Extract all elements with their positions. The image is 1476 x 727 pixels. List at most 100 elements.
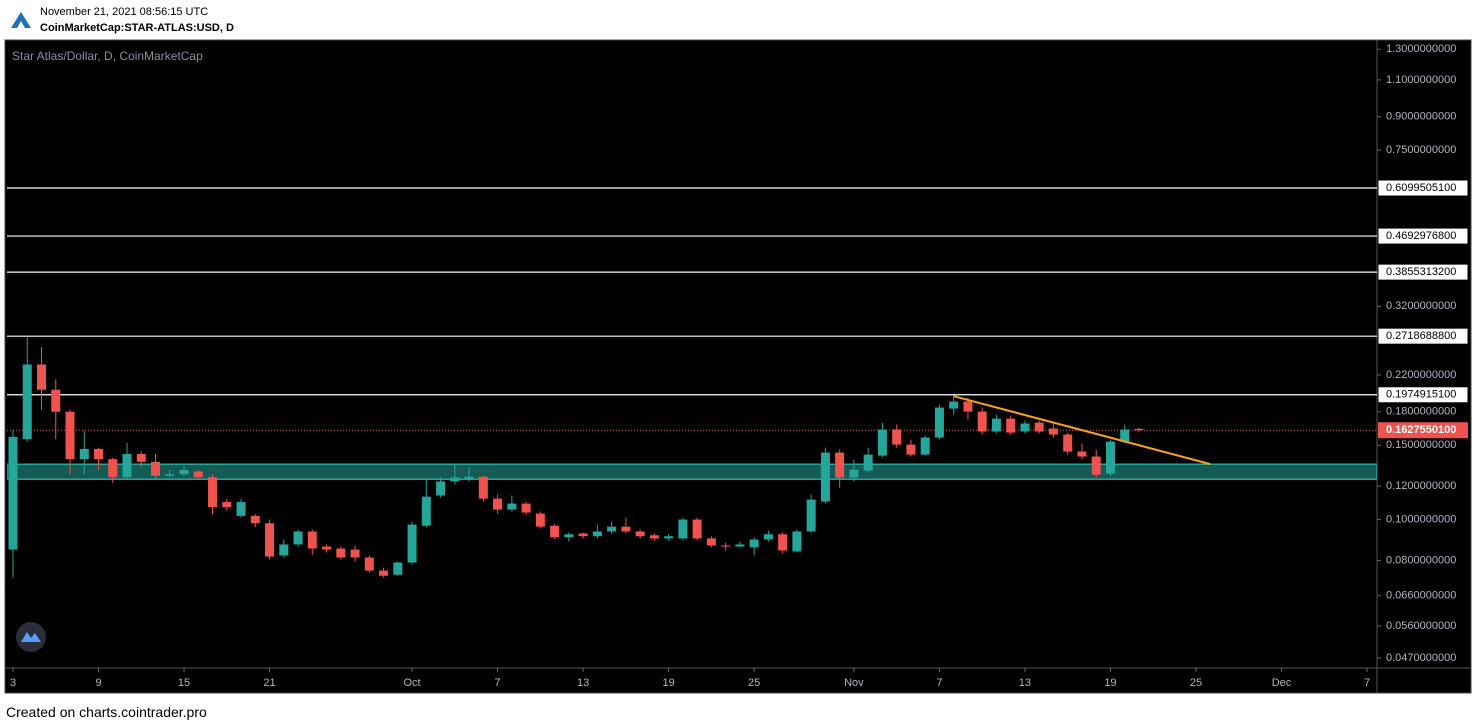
y-tick-label: 0.7500000000	[1386, 144, 1456, 156]
candle-body	[136, 453, 146, 462]
candle-body	[535, 513, 545, 527]
x-tick-label: 21	[263, 677, 275, 689]
candle-body	[179, 470, 189, 475]
candle-body	[1134, 428, 1144, 431]
candle-body	[949, 401, 959, 409]
candle-body	[621, 526, 631, 532]
watermark-glyph	[21, 632, 41, 642]
candle-body	[350, 549, 360, 558]
y-tick-label: 0.2200000000	[1386, 369, 1456, 381]
y-tick-label: 0.1000000000	[1386, 513, 1456, 525]
candle-body	[721, 545, 731, 547]
footer: Created on charts.cointrader.pro	[6, 704, 207, 720]
chart: Star Atlas/Dollar, D, CoinMarketCap 1.30…	[4, 39, 1472, 694]
level-label: 0.1974915100	[1386, 389, 1456, 401]
candle-body	[79, 448, 89, 460]
level-label-box	[1377, 386, 1469, 404]
candle-body	[336, 548, 346, 558]
y-tick-label: 1.1000000000	[1386, 74, 1456, 86]
candle-body	[307, 531, 317, 549]
candle-body	[1105, 441, 1115, 474]
chart-title: Star Atlas/Dollar, D, CoinMarketCap	[12, 49, 203, 63]
candle-body	[293, 531, 303, 545]
candle-body	[963, 401, 973, 412]
x-tick-label: 3	[10, 677, 16, 689]
candle-body	[550, 525, 560, 538]
candle-body	[51, 389, 61, 412]
candle-body	[436, 481, 446, 496]
symbol: CoinMarketCap:STAR-ATLAS:USD, D	[40, 22, 234, 34]
candle-body	[607, 526, 617, 532]
candle-body	[151, 461, 161, 476]
candle-body	[1120, 429, 1130, 442]
candle-body	[906, 444, 916, 455]
candle-body	[22, 364, 32, 440]
candle-body	[208, 477, 218, 508]
y-tick-label: 0.1500000000	[1386, 439, 1456, 451]
candle-body	[778, 534, 788, 551]
x-tick-label: 7	[495, 677, 501, 689]
candle-body	[664, 536, 674, 539]
candle-body	[1006, 418, 1016, 433]
candle-body	[920, 437, 930, 455]
level-label: 0.2718688800	[1386, 330, 1456, 342]
candle-body	[735, 544, 745, 547]
candle-body	[792, 531, 802, 552]
plot-area	[7, 187, 1377, 578]
y-tick-label: 0.1200000000	[1386, 480, 1456, 492]
level-label: 0.4692976800	[1386, 230, 1456, 242]
candle-body	[193, 471, 203, 478]
level-label-box	[1377, 263, 1469, 281]
candle-body	[364, 557, 374, 571]
x-tick-label: 15	[178, 677, 190, 689]
y-tick-label: 0.3200000000	[1386, 300, 1456, 312]
y-tick-label: 0.1800000000	[1386, 406, 1456, 418]
candle-body	[279, 544, 289, 556]
candle-body	[892, 429, 902, 445]
candle-body	[521, 503, 531, 513]
candle-body	[407, 524, 417, 563]
trendline	[953, 395, 1211, 466]
candle-body	[706, 538, 716, 546]
y-tick-label: 0.0660000000	[1386, 590, 1456, 602]
last-price-label: 0.1627550100	[1386, 424, 1456, 436]
x-tick-label: 25	[748, 677, 760, 689]
level-label: 0.3855313200	[1386, 266, 1456, 278]
x-tick-label: 13	[1019, 677, 1031, 689]
candle-body	[1034, 422, 1044, 432]
candle-body	[493, 498, 503, 510]
level-label: 0.6099505100	[1386, 182, 1456, 194]
candle-body	[863, 454, 873, 471]
candle-body	[934, 407, 944, 438]
y-tick-label: 0.0470000000	[1386, 652, 1456, 664]
timestamp: November 21, 2021 08:56:15 UTC	[40, 6, 209, 18]
candle-body	[877, 429, 887, 456]
x-tick-label: 7	[1364, 677, 1370, 689]
candle-body	[635, 531, 645, 537]
candle-body	[820, 452, 830, 502]
candle-body	[507, 503, 517, 510]
y-tick-label: 0.0560000000	[1386, 620, 1456, 632]
chart-background	[4, 39, 1472, 694]
x-tick-label: 9	[95, 677, 101, 689]
candle-body	[236, 502, 246, 516]
candle-body	[763, 534, 773, 540]
candle-body	[692, 519, 702, 539]
candle-body	[478, 476, 488, 499]
candle-body	[806, 499, 816, 532]
candle-body	[8, 436, 18, 550]
x-tick-label: 7	[936, 677, 942, 689]
candle-body	[977, 411, 987, 432]
candle-body	[94, 448, 104, 460]
candle-body	[835, 452, 845, 478]
candle-body	[1063, 434, 1073, 452]
last-price-box	[1378, 422, 1468, 439]
level-label-box	[1377, 327, 1469, 345]
candle-body	[250, 515, 260, 524]
x-tick-label: 19	[1104, 677, 1116, 689]
x-tick-label: Nov	[844, 677, 864, 689]
candle-body	[65, 411, 75, 460]
candle-body	[578, 533, 588, 537]
logo	[11, 12, 31, 28]
